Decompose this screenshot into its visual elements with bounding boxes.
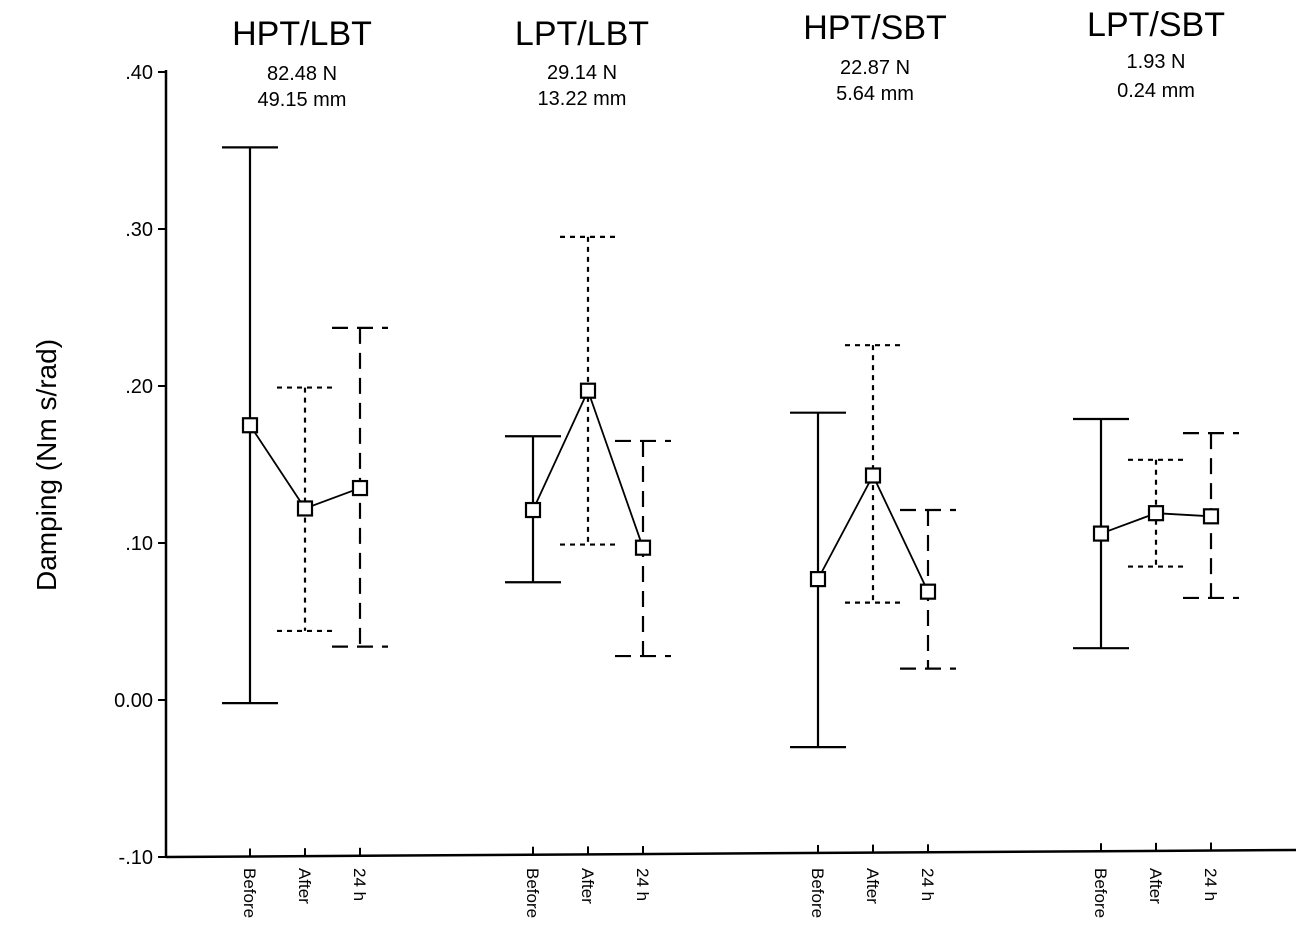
x-axis-line: [165, 848, 1297, 859]
y-tick-label: .10: [125, 533, 153, 555]
mean-point: [809, 571, 827, 588]
group-title: HPT/SBT: [803, 9, 947, 47]
mean-point: [296, 500, 314, 517]
x-tick-label: 24 h: [633, 868, 652, 901]
y-ticks: -.10 0.00 .10 .20 .30 .40: [114, 62, 166, 869]
mean-lines: [249, 388, 1212, 593]
mean-point: [634, 539, 652, 556]
mean-point: [524, 501, 542, 519]
x-tick-label: Before: [808, 868, 827, 918]
group-title: HPT/LBT: [232, 15, 372, 53]
y-axis-title: Damping (Nm s/rad): [31, 339, 62, 591]
y-tick-label: -.10: [119, 847, 153, 869]
group-displacement: 0.24 mm: [1117, 80, 1195, 102]
mean-point: [1147, 505, 1165, 522]
x-tick-label: After: [863, 868, 882, 904]
group-displacement: 49.15 mm: [258, 89, 347, 111]
axes: Damping (Nm s/rad): [31, 70, 1297, 859]
mean-point: [864, 467, 882, 484]
x-tick-label: 24 h: [918, 868, 937, 901]
group-displacement: 5.64 mm: [836, 83, 914, 105]
mean-point: [1092, 525, 1110, 542]
mean-point: [1202, 508, 1220, 525]
mean-point: [241, 417, 259, 434]
mean-point: [579, 382, 597, 399]
x-ticks: Before After 24 h Before After 24 h Before Afte…: [240, 842, 1220, 918]
x-tick-label: 24 h: [350, 868, 369, 901]
x-tick-label: After: [1146, 868, 1165, 904]
x-tick-label: Before: [1091, 868, 1110, 918]
y-tick-label: .20: [125, 376, 153, 398]
group-force: 1.93 N: [1127, 51, 1186, 73]
x-tick-label: After: [578, 868, 597, 904]
x-tick-label: Before: [240, 868, 259, 918]
y-tick-label: .30: [125, 219, 153, 241]
y-tick-label: 0.00: [114, 690, 153, 712]
group-force: 22.87 N: [840, 57, 910, 79]
y-tick-label: .40: [125, 62, 153, 84]
group-force: 82.48 N: [267, 63, 337, 85]
x-tick-label: 24 h: [1201, 868, 1220, 901]
x-tick-label: After: [295, 868, 314, 904]
mean-line: [817, 473, 929, 593]
mean-point: [919, 583, 937, 600]
group-title: LPT/SBT: [1087, 6, 1225, 44]
group-titles: HPT/LBT 82.48 N 49.15 mm LPT/LBT 29.14 N 13.2…: [232, 6, 1225, 111]
mean-point: [351, 479, 369, 497]
mean-points: [241, 382, 1220, 600]
x-tick-label: Before: [523, 868, 542, 918]
group-title: LPT/LBT: [515, 15, 649, 53]
error-bars: [222, 146, 1239, 749]
group-force: 29.14 N: [547, 62, 617, 84]
group-displacement: 13.22 mm: [538, 88, 627, 110]
